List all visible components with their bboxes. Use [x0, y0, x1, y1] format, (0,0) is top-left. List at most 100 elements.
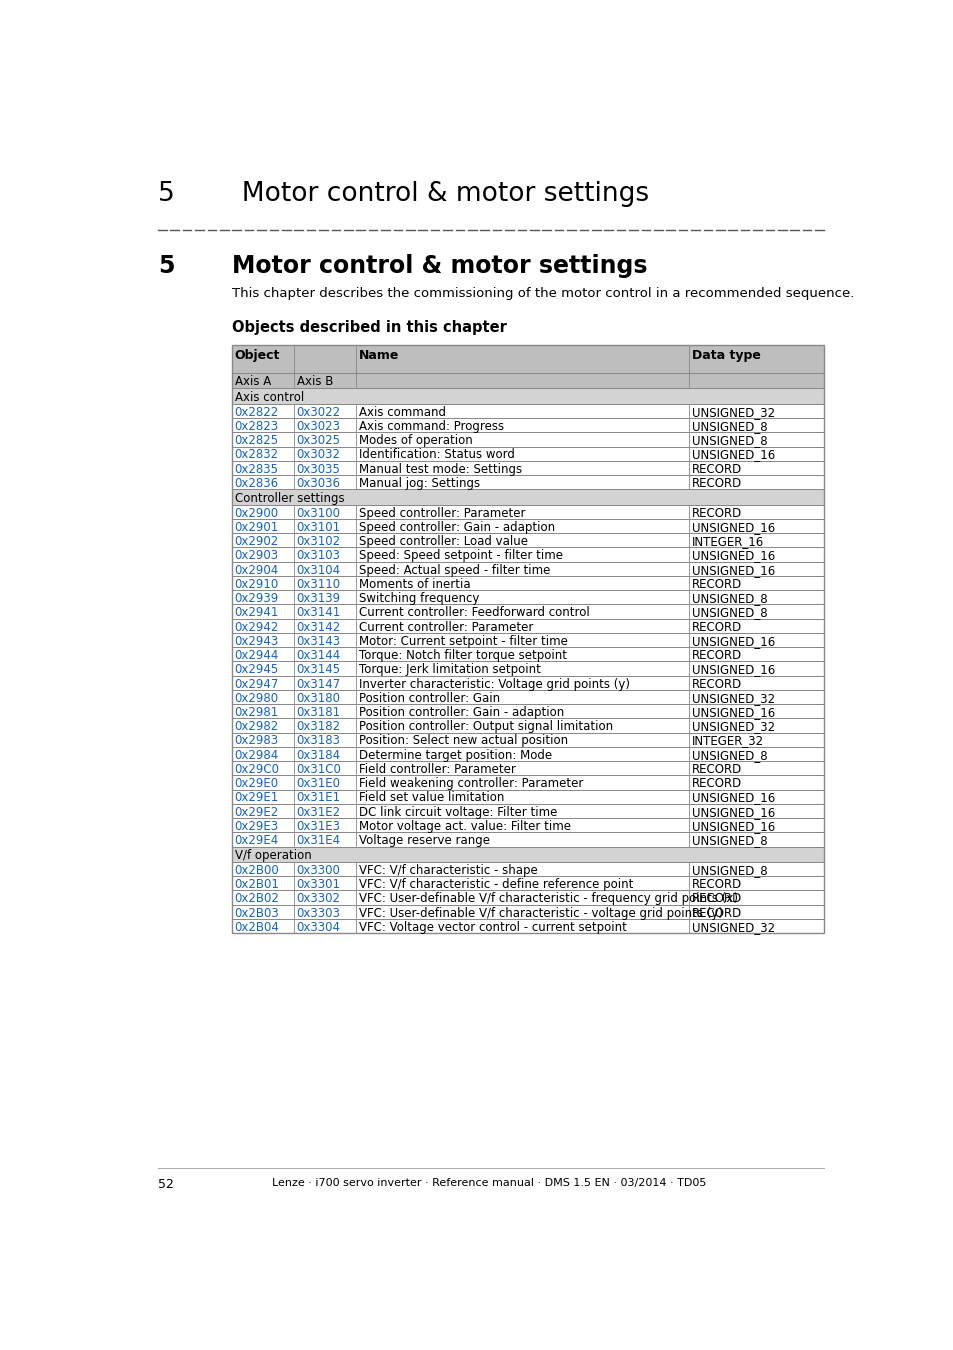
Text: RECORD: RECORD — [691, 621, 741, 633]
Text: Axis B: Axis B — [296, 375, 333, 389]
Text: RECORD: RECORD — [691, 678, 741, 690]
Text: VFC: User-definable V/f characteristic - frequency grid points (x): VFC: User-definable V/f characteristic -… — [358, 892, 737, 906]
Bar — [232, 861, 823, 876]
Text: 0x2B04: 0x2B04 — [234, 921, 279, 934]
Text: 0x2943: 0x2943 — [234, 634, 278, 648]
Text: 5        Motor control & motor settings: 5 Motor control & motor settings — [158, 181, 648, 208]
Bar — [232, 790, 823, 803]
Text: 0x3110: 0x3110 — [296, 578, 340, 591]
Text: 0x31E2: 0x31E2 — [296, 806, 340, 818]
Bar — [232, 747, 823, 761]
Text: Moments of inertia: Moments of inertia — [358, 578, 470, 591]
Text: 0x3145: 0x3145 — [296, 663, 340, 676]
Text: 0x3103: 0x3103 — [296, 549, 340, 563]
Text: UNSIGNED_32: UNSIGNED_32 — [691, 721, 774, 733]
Text: UNSIGNED_16: UNSIGNED_16 — [691, 563, 775, 576]
Text: 0x2983: 0x2983 — [234, 734, 278, 748]
Text: 0x2901: 0x2901 — [234, 521, 278, 533]
Text: INTEGER_16: INTEGER_16 — [691, 535, 763, 548]
Text: 0x29E1: 0x29E1 — [234, 791, 278, 805]
Text: RECORD: RECORD — [691, 892, 741, 906]
Text: UNSIGNED_8: UNSIGNED_8 — [691, 864, 767, 878]
Text: 0x29E3: 0x29E3 — [234, 819, 278, 833]
Text: Axis A: Axis A — [234, 375, 271, 389]
Bar — [232, 389, 823, 404]
Bar — [232, 818, 823, 833]
Text: 0x2942: 0x2942 — [234, 621, 279, 633]
Text: VFC: User-definable V/f characteristic - voltage grid points (y): VFC: User-definable V/f characteristic -… — [358, 907, 722, 919]
Bar — [232, 919, 823, 933]
Text: Position controller: Output signal limitation: Position controller: Output signal limit… — [358, 721, 612, 733]
Text: RECORD: RECORD — [691, 763, 741, 776]
Text: Motor control & motor settings: Motor control & motor settings — [232, 254, 646, 278]
Bar — [232, 891, 823, 904]
Text: 0x3102: 0x3102 — [296, 535, 340, 548]
Bar — [232, 432, 823, 447]
Text: Speed: Actual speed - filter time: Speed: Actual speed - filter time — [358, 563, 550, 576]
Text: Manual test mode: Settings: Manual test mode: Settings — [358, 463, 521, 475]
Bar — [232, 447, 823, 460]
Bar — [232, 475, 823, 489]
Text: UNSIGNED_16: UNSIGNED_16 — [691, 791, 775, 805]
Text: 0x2910: 0x2910 — [234, 578, 278, 591]
Bar — [232, 373, 823, 389]
Bar — [232, 705, 823, 718]
Text: UNSIGNED_32: UNSIGNED_32 — [691, 921, 774, 934]
Text: 0x3301: 0x3301 — [296, 878, 340, 891]
Bar — [232, 662, 823, 675]
Text: UNSIGNED_16: UNSIGNED_16 — [691, 521, 775, 533]
Text: 0x2904: 0x2904 — [234, 563, 278, 576]
Text: 0x3035: 0x3035 — [296, 463, 340, 475]
Text: Modes of operation: Modes of operation — [358, 435, 472, 447]
Text: 0x3181: 0x3181 — [296, 706, 340, 720]
Text: RECORD: RECORD — [691, 907, 741, 919]
Text: 0x31E3: 0x31E3 — [296, 819, 340, 833]
Text: 0x2B00: 0x2B00 — [234, 864, 279, 878]
Bar — [232, 618, 823, 633]
Text: 0x3147: 0x3147 — [296, 678, 340, 690]
Text: 0x3022: 0x3022 — [296, 406, 340, 418]
Text: This chapter describes the commissioning of the motor control in a recommended s: This chapter describes the commissioning… — [232, 286, 853, 300]
Text: 0x3141: 0x3141 — [296, 606, 340, 620]
Text: Motor voltage act. value: Filter time: Motor voltage act. value: Filter time — [358, 819, 570, 833]
Text: UNSIGNED_16: UNSIGNED_16 — [691, 549, 775, 563]
Text: 0x2980: 0x2980 — [234, 691, 278, 705]
Text: 0x3025: 0x3025 — [296, 435, 340, 447]
Text: RECORD: RECORD — [691, 506, 741, 520]
Bar — [232, 675, 823, 690]
Bar — [232, 418, 823, 432]
Text: 0x2982: 0x2982 — [234, 721, 278, 733]
Text: Speed controller: Gain - adaption: Speed controller: Gain - adaption — [358, 521, 555, 533]
Text: Axis control: Axis control — [234, 390, 304, 404]
Text: 52: 52 — [158, 1179, 173, 1192]
Bar — [232, 590, 823, 605]
Text: 0x31E1: 0x31E1 — [296, 791, 340, 805]
Text: Lenze · i700 servo inverter · Reference manual · DMS 1.5 EN · 03/2014 · TD05: Lenze · i700 servo inverter · Reference … — [272, 1179, 705, 1188]
Text: Current controller: Parameter: Current controller: Parameter — [358, 621, 533, 633]
Bar — [232, 576, 823, 590]
Text: Field controller: Parameter: Field controller: Parameter — [358, 763, 515, 776]
Text: 0x3142: 0x3142 — [296, 621, 340, 633]
Text: Data type: Data type — [691, 350, 760, 362]
Text: Torque: Notch filter torque setpoint: Torque: Notch filter torque setpoint — [358, 649, 566, 662]
Text: Speed controller: Parameter: Speed controller: Parameter — [358, 506, 525, 520]
Text: INTEGER_32: INTEGER_32 — [691, 734, 763, 748]
Text: 0x2B03: 0x2B03 — [234, 907, 279, 919]
Text: Manual jog: Settings: Manual jog: Settings — [358, 477, 479, 490]
Text: 0x31E0: 0x31E0 — [296, 778, 340, 790]
Bar — [232, 346, 823, 933]
Text: VFC: Voltage vector control - current setpoint: VFC: Voltage vector control - current se… — [358, 921, 626, 934]
Text: 0x31C0: 0x31C0 — [296, 763, 341, 776]
Text: 0x29E2: 0x29E2 — [234, 806, 278, 818]
Text: Switching frequency: Switching frequency — [358, 593, 478, 605]
Text: Motor: Current setpoint - filter time: Motor: Current setpoint - filter time — [358, 634, 567, 648]
Text: 0x2B01: 0x2B01 — [234, 878, 279, 891]
Text: Axis command: Progress: Axis command: Progress — [358, 420, 503, 433]
Text: 0x2825: 0x2825 — [234, 435, 278, 447]
Bar — [232, 846, 823, 861]
Text: Torque: Jerk limitation setpoint: Torque: Jerk limitation setpoint — [358, 663, 540, 676]
Text: 0x29C0: 0x29C0 — [234, 763, 279, 776]
Text: 0x2822: 0x2822 — [234, 406, 278, 418]
Text: Objects described in this chapter: Objects described in this chapter — [232, 320, 506, 335]
Text: Identification: Status word: Identification: Status word — [358, 448, 514, 462]
